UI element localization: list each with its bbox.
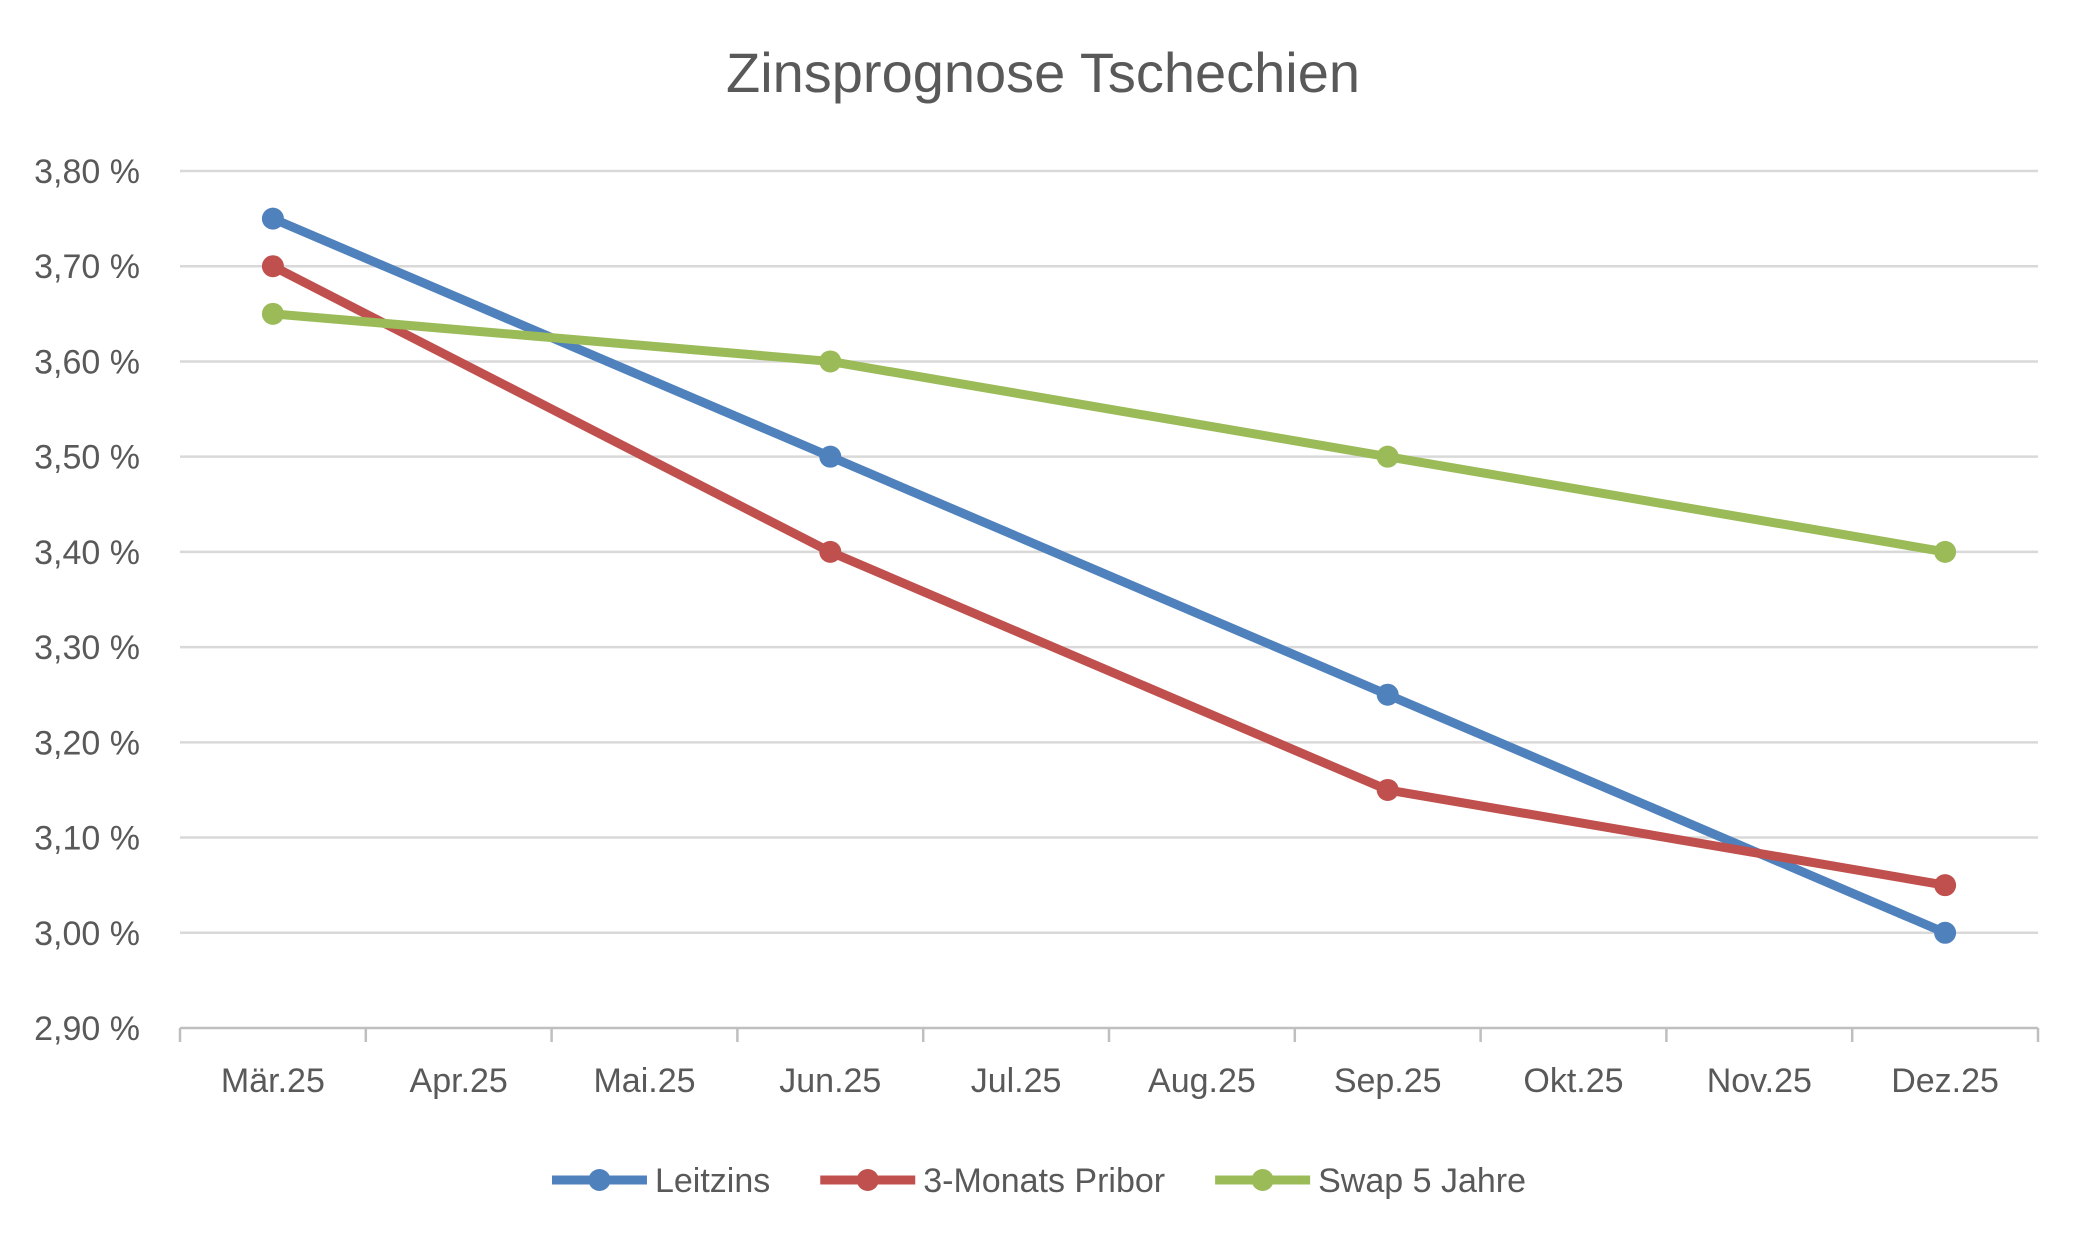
y-tick-label: 3,80 % [34,153,140,191]
series-3-monats-pribor [261,255,1957,897]
data-point [1934,874,1957,897]
data-point [1934,540,1957,563]
x-tick-label: Mai.25 [593,1062,695,1100]
x-tick-label: Nov.25 [1707,1062,1812,1100]
x-tick-label: Mär.25 [221,1062,325,1100]
y-tick-label: 3,00 % [34,915,140,953]
y-tick-label: 3,10 % [34,820,140,858]
data-point [1376,778,1399,801]
legend-marker [856,1169,879,1191]
y-tick-label: 3,20 % [34,724,140,762]
chart-title: Zinsprognose Tschechien [726,41,1360,104]
x-tick-label: Jul.25 [971,1062,1062,1100]
series-line [268,261,1950,890]
x-tick-label: Jun.25 [779,1062,881,1100]
y-tick-label: 3,40 % [34,534,140,572]
data-point [261,255,284,278]
x-axis-tick-labels: Mär.25 Apr.25 Mai.25 Jun.25 Jul.25 Aug.25 Sep.… [221,1062,1999,1100]
x-tick-label: Aug.25 [1148,1062,1256,1100]
series-line [268,214,1950,938]
series-line [268,309,1950,557]
series-leitzins [261,207,1957,944]
legend-label: Leitzins [655,1162,770,1200]
legend: Leitzins 3-Monats Pribor Swap 5 Jahre [551,1162,1526,1200]
y-tick-label: 3,70 % [34,248,140,286]
y-tick-label: 2,90 % [34,1010,140,1048]
series-lines [261,207,1957,944]
data-point [819,350,842,373]
legend-item: 3-Monats Pribor [820,1162,1165,1200]
y-axis-tick-labels: 2,90 % 3,00 % 3,10 % 3,20 % 3,30 % 3,40 % 3,50… [34,153,140,1048]
data-point [819,540,842,563]
y-tick-label: 3,30 % [34,629,140,667]
data-point [261,302,284,325]
legend-marker [1251,1169,1274,1191]
x-tick-label: Okt.25 [1523,1062,1623,1100]
y-tick-label: 3,60 % [34,343,140,381]
legend-label: Swap 5 Jahre [1318,1162,1526,1200]
data-point [261,207,284,230]
x-axis [178,1026,2040,1042]
legend-item: Swap 5 Jahre [1215,1162,1526,1200]
legend-label: 3-Monats Pribor [923,1162,1165,1200]
data-point [1376,445,1399,468]
data-point [1934,921,1957,944]
data-point [1376,683,1399,706]
data-point [819,445,842,468]
x-tick-label: Dez.25 [1891,1062,1999,1100]
legend-item: Leitzins [551,1162,770,1200]
gridlines [180,169,2038,935]
x-tick-label: Apr.25 [410,1062,508,1100]
series-swap-5-jahre [261,302,1957,563]
x-tick-label: Sep.25 [1334,1062,1442,1100]
legend-marker [588,1169,611,1191]
y-tick-label: 3,50 % [34,439,140,477]
